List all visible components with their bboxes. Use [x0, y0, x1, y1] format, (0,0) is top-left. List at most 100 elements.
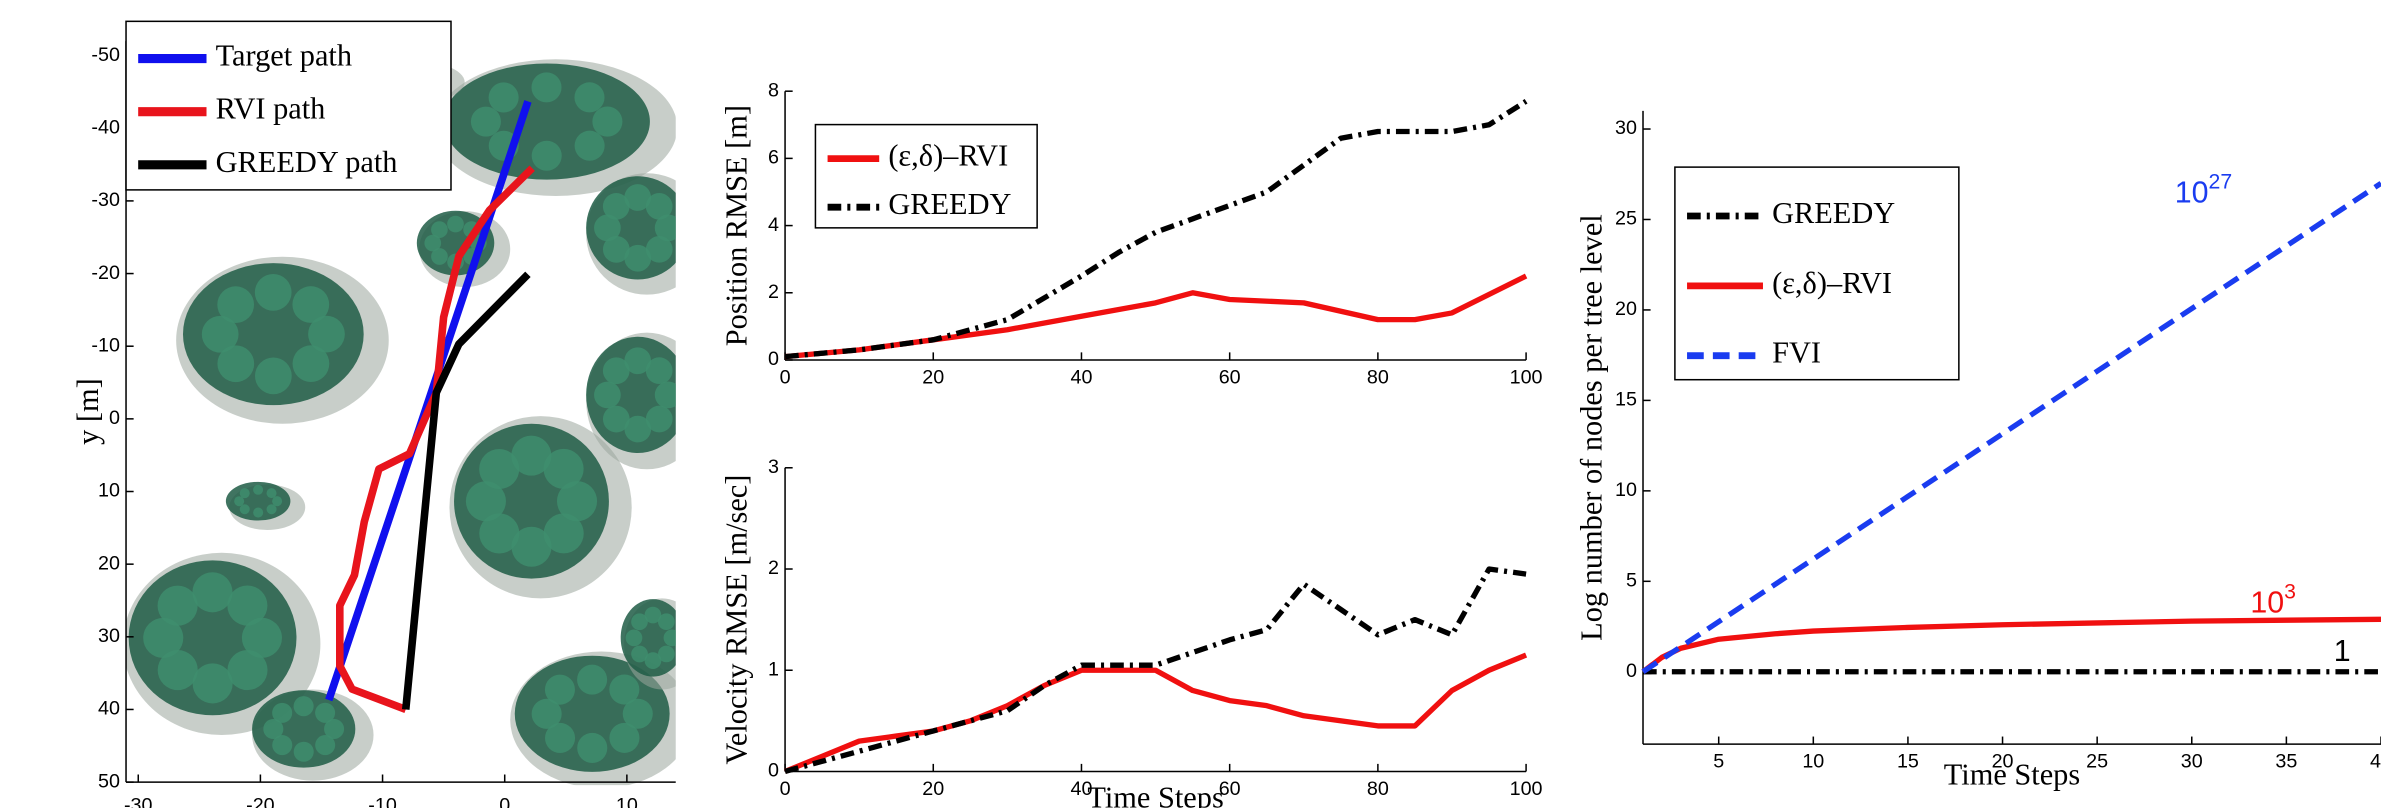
tree [556, 481, 598, 522]
y-tick-label: 8 [768, 79, 779, 101]
y-tick-label: 1 [768, 658, 779, 680]
tree [254, 357, 292, 395]
tree [602, 405, 630, 433]
tree [253, 484, 264, 495]
x-tick-label: 10 [616, 795, 638, 808]
x-axis-label: Time Steps [1944, 758, 2080, 792]
tree [631, 613, 648, 631]
y-tick-label: -50 [91, 44, 120, 66]
tree [239, 488, 250, 499]
x-tick-label: 5 [1713, 751, 1724, 773]
x-tick-label: -20 [246, 795, 275, 808]
tree [644, 606, 662, 624]
tree [447, 215, 464, 233]
y-tick-label: 10 [1615, 479, 1637, 501]
tree [543, 448, 584, 489]
y-tick-label: 2 [768, 281, 779, 303]
legend-box [1674, 166, 1960, 381]
tree [143, 617, 184, 658]
x-tick-label: 30 [2181, 751, 2203, 773]
tree [645, 192, 673, 220]
legend-label: (ε,δ)–RVI [1772, 266, 1892, 300]
x-tick-label: 20 [1992, 751, 2014, 773]
tree [431, 248, 448, 265]
y-tick-label: 4 [768, 214, 779, 236]
tree [315, 702, 336, 723]
tree [308, 315, 345, 353]
x-tick-label: 0 [780, 366, 791, 388]
y-tick-label: 0 [768, 760, 779, 782]
tree [663, 629, 676, 647]
tree [266, 488, 277, 499]
legend-label: GREEDY [1772, 196, 1895, 230]
x-tick-label: 100 [1510, 778, 1543, 800]
tree [594, 214, 621, 242]
tree [192, 572, 233, 613]
tree [574, 130, 605, 161]
series-line [784, 652, 1528, 774]
x-tick-label: 35 [2275, 751, 2297, 773]
tree [654, 381, 676, 409]
legend-label: GREEDY [888, 187, 1011, 221]
tree [609, 722, 640, 753]
y-tick-label: -40 [91, 116, 120, 138]
y-tick-label: 20 [98, 552, 120, 574]
tree [157, 585, 198, 626]
tree [545, 722, 576, 753]
x-tick-label: -30 [124, 795, 153, 808]
series-line [1641, 616, 2381, 674]
tree [254, 274, 292, 311]
legend-label: (ε,δ)–RVI [888, 139, 1008, 173]
annotation-exponent: 3 [2284, 579, 2296, 603]
tree [292, 345, 330, 383]
y-axis-label: y [m] [71, 378, 105, 445]
tree [577, 664, 608, 695]
y-tick-label: 2 [768, 557, 779, 579]
tree [217, 345, 255, 383]
y-tick-label: 40 [98, 698, 120, 720]
y-tick-label: 30 [1615, 117, 1637, 139]
y-axis-label: Position RMSE [m] [719, 105, 753, 346]
tree [624, 184, 652, 211]
map-background [126, 56, 676, 786]
tree [511, 526, 552, 567]
tree [602, 193, 630, 220]
y-tick-label: 30 [98, 625, 120, 647]
tree [625, 629, 643, 647]
tree [241, 617, 282, 658]
tree [544, 674, 575, 705]
y-tick-label: 0 [1626, 660, 1637, 682]
tree [624, 244, 652, 272]
tree [574, 82, 605, 113]
y-tick-label: -20 [91, 262, 120, 284]
x-tick-label: 40 [1070, 366, 1092, 388]
y-tick-label: 3 [768, 456, 779, 478]
x-tick-label: 20 [922, 366, 944, 388]
y-tick-label: 50 [98, 770, 120, 792]
series-line [401, 271, 531, 710]
legend-label: GREEDY path [216, 145, 398, 179]
tree [602, 357, 630, 385]
tree [272, 735, 293, 756]
tree [157, 650, 198, 691]
tree [654, 214, 676, 242]
series-line [784, 273, 1528, 360]
annotation-base: 1 [2334, 635, 2351, 668]
tree [645, 405, 673, 433]
y-tick-label: -30 [91, 189, 120, 211]
y-tick-label: 10 [98, 480, 120, 502]
annotation-exponent: 27 [2209, 169, 2233, 193]
tree [470, 106, 501, 137]
tree [201, 315, 239, 353]
tree [645, 357, 673, 385]
legend-label: FVI [1772, 336, 1821, 370]
y-tick-label: 25 [1615, 208, 1637, 230]
tree [531, 140, 562, 171]
series-line [325, 100, 532, 702]
tree [644, 652, 662, 669]
tree [531, 72, 562, 103]
tree [431, 221, 448, 238]
y-tick-label: 0 [768, 348, 779, 370]
series-line [1641, 181, 2381, 674]
